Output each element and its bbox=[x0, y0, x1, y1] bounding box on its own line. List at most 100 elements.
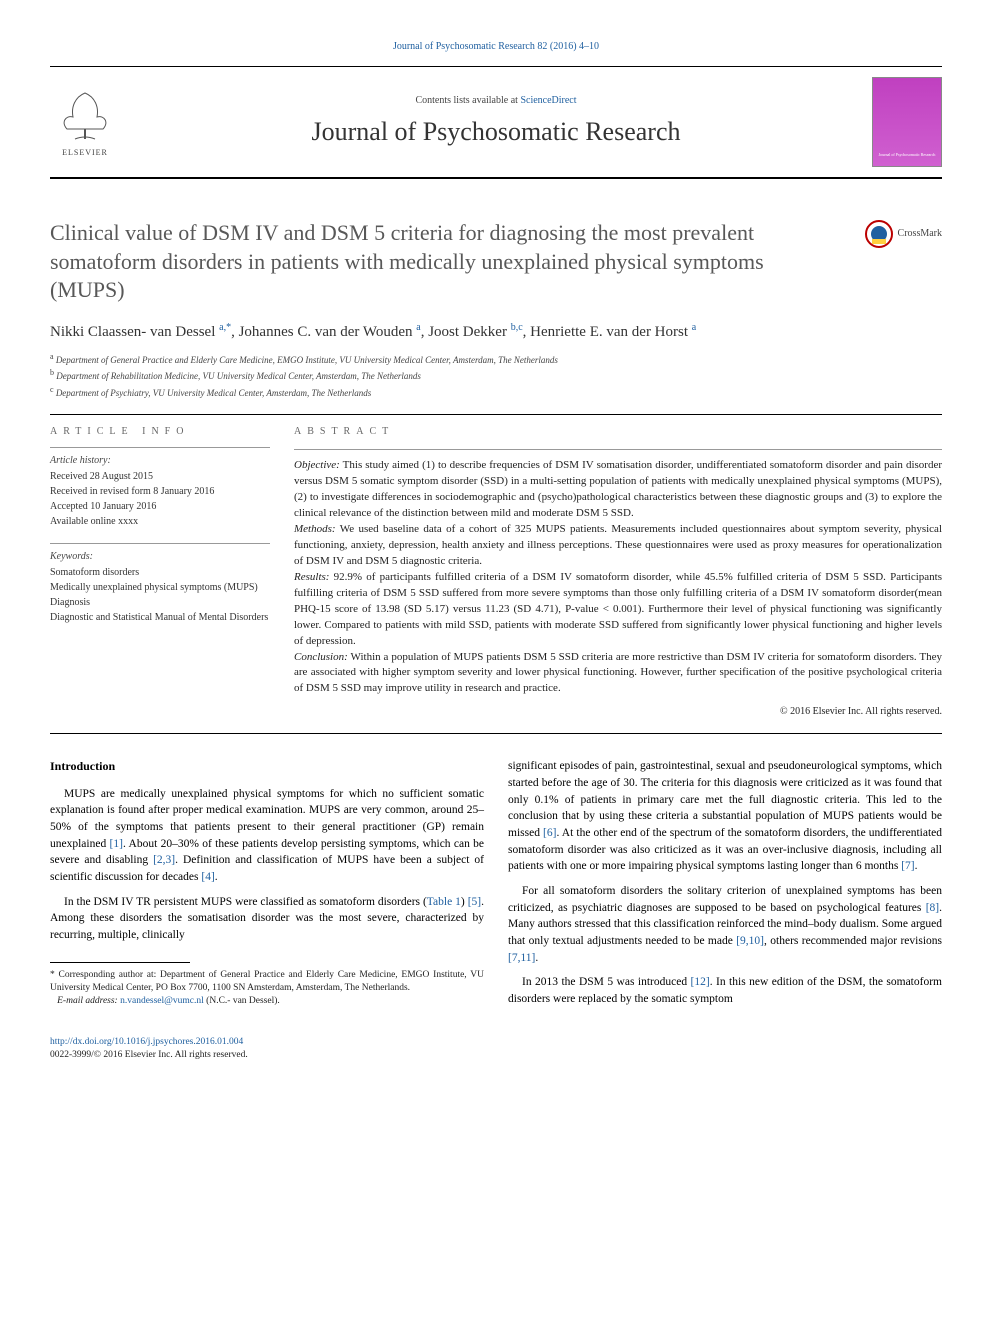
issn-line: 0022-3999/© 2016 Elsevier Inc. All right… bbox=[50, 1050, 248, 1060]
author: Johannes C. van der Wouden a bbox=[239, 324, 421, 340]
abstract-label: Conclusion: bbox=[294, 651, 348, 663]
history-line: Received 28 August 2015 bbox=[50, 470, 270, 484]
body-text: In the DSM IV TR persistent MUPS were cl… bbox=[64, 896, 427, 908]
affil-mark: c bbox=[50, 385, 54, 394]
contents-line: Contents lists available at ScienceDirec… bbox=[120, 94, 872, 108]
abstract-methods: Methods: We used baseline data of a coho… bbox=[294, 522, 942, 570]
history-line: Accepted 10 January 2016 bbox=[50, 500, 270, 514]
abstract-text: 92.9% of participants fulfilled criteria… bbox=[294, 571, 942, 647]
author-name: Johannes C. van der Wouden bbox=[239, 324, 413, 340]
affil-text: Department of Psychiatry, VU University … bbox=[56, 388, 371, 398]
abstract-text: We used baseline data of a cohort of 325… bbox=[294, 523, 942, 567]
info-abstract-row: ARTICLE INFO Article history: Received 2… bbox=[50, 425, 942, 719]
authors: Nikki Claassen- van Dessel a,*, Johannes… bbox=[50, 321, 942, 343]
article-title: Clinical value of DSM IV and DSM 5 crite… bbox=[50, 219, 864, 305]
author-affil-mark[interactable]: a bbox=[692, 322, 696, 333]
body-paragraph: MUPS are medically unexplained physical … bbox=[50, 786, 484, 886]
email-who: (N.C.- van Dessel). bbox=[206, 996, 280, 1006]
citation-link[interactable]: [5] bbox=[468, 896, 481, 908]
sciencedirect-link[interactable]: ScienceDirect bbox=[520, 95, 576, 106]
body-text: , others recommended major revisions bbox=[764, 935, 942, 947]
corr-mark: * bbox=[50, 970, 55, 980]
author-name: Nikki Claassen- van Dessel bbox=[50, 324, 215, 340]
abstract-label: Results: bbox=[294, 571, 329, 583]
abstract-conclusion: Conclusion: Within a population of MUPS … bbox=[294, 650, 942, 698]
crossmark-label: CrossMark bbox=[898, 227, 942, 241]
body-text: ) bbox=[461, 896, 468, 908]
elsevier-tree-icon bbox=[55, 85, 115, 145]
affiliation: b Department of Rehabilitation Medicine,… bbox=[50, 367, 942, 384]
crossmark-icon bbox=[864, 219, 894, 249]
affil-mark: b bbox=[50, 368, 54, 377]
body-right-col: significant episodes of pain, gastrointe… bbox=[508, 758, 942, 1015]
abstract-text: This study aimed (1) to describe frequen… bbox=[294, 459, 942, 519]
affil-text: Department of General Practice and Elder… bbox=[56, 355, 558, 365]
email-label: E-mail address: bbox=[57, 996, 118, 1006]
article-history: Article history: Received 28 August 2015… bbox=[50, 447, 270, 529]
body-text: In 2013 the DSM 5 was introduced bbox=[522, 976, 691, 988]
running-header: Journal of Psychosomatic Research 82 (20… bbox=[50, 40, 942, 54]
body-text: . bbox=[535, 952, 538, 964]
corr-text: Corresponding author at: Department of G… bbox=[50, 970, 484, 993]
abstract-heading: ABSTRACT bbox=[294, 425, 942, 439]
journal-name: Journal of Psychosomatic Research bbox=[120, 114, 872, 150]
citation-link[interactable]: [12] bbox=[691, 976, 710, 988]
footnote-divider bbox=[50, 962, 190, 963]
citation-link[interactable]: [7,11] bbox=[508, 952, 535, 964]
publisher-logo: ELSEVIER bbox=[50, 82, 120, 162]
table-link[interactable]: Table 1 bbox=[427, 896, 461, 908]
abstract-text: Within a population of MUPS patients DSM… bbox=[294, 651, 942, 695]
author-name: Joost Dekker bbox=[428, 324, 507, 340]
abstract-body: Objective: This study aimed (1) to descr… bbox=[294, 458, 942, 697]
citation-link[interactable]: [7] bbox=[901, 860, 914, 872]
citation-link[interactable]: [9,10] bbox=[736, 935, 764, 947]
intro-heading: Introduction bbox=[50, 758, 484, 775]
abstract-label: Objective: bbox=[294, 459, 340, 471]
email-link[interactable]: n.vandessel@vumc.nl bbox=[120, 996, 204, 1006]
history-line: Available online xxxx bbox=[50, 515, 270, 529]
abstract-objective: Objective: This study aimed (1) to descr… bbox=[294, 458, 942, 522]
author: Nikki Claassen- van Dessel a,* bbox=[50, 324, 231, 340]
abstract-col: ABSTRACT Objective: This study aimed (1)… bbox=[294, 425, 942, 719]
author: Henriette E. van der Horst a bbox=[530, 324, 696, 340]
author-affil-mark[interactable]: a bbox=[416, 322, 420, 333]
citation-link[interactable]: [6] bbox=[543, 827, 556, 839]
citation-link[interactable]: [2,3] bbox=[153, 854, 175, 866]
author-affil-mark[interactable]: b,c bbox=[511, 322, 523, 333]
article-info-heading: ARTICLE INFO bbox=[50, 425, 270, 439]
keyword: Somatoform disorders bbox=[50, 566, 270, 580]
body-paragraph: In the DSM IV TR persistent MUPS were cl… bbox=[50, 894, 484, 944]
abstract-label: Methods: bbox=[294, 523, 336, 535]
divider bbox=[50, 733, 942, 734]
citation-link[interactable]: [8] bbox=[926, 902, 939, 914]
abstract-copyright: © 2016 Elsevier Inc. All rights reserved… bbox=[294, 705, 942, 719]
body-paragraph: significant episodes of pain, gastrointe… bbox=[508, 758, 942, 875]
article-info-col: ARTICLE INFO Article history: Received 2… bbox=[50, 425, 270, 719]
body-paragraph: In 2013 the DSM 5 was introduced [12]. I… bbox=[508, 974, 942, 1007]
keyword: Medically unexplained physical symptoms … bbox=[50, 581, 270, 595]
body-text: For all somatoform disorders the solitar… bbox=[508, 885, 942, 914]
keyword: Diagnostic and Statistical Manual of Men… bbox=[50, 611, 270, 625]
citation-link[interactable]: [1] bbox=[110, 838, 123, 850]
keywords-label: Keywords: bbox=[50, 550, 270, 564]
running-header-link[interactable]: Journal of Psychosomatic Research 82 (20… bbox=[393, 41, 599, 52]
page-footer: http://dx.doi.org/10.1016/j.jpsychores.2… bbox=[50, 1036, 942, 1063]
body-text: . bbox=[915, 860, 918, 872]
crossmark-badge[interactable]: CrossMark bbox=[864, 219, 942, 249]
author-affil-mark[interactable]: a,* bbox=[219, 322, 231, 333]
cover-thumb-text: Journal of Psychosomatic Research bbox=[875, 152, 939, 158]
keywords-block: Keywords: Somatoform disorders Medically… bbox=[50, 543, 270, 625]
journal-cover-thumb: Journal of Psychosomatic Research bbox=[872, 77, 942, 167]
affil-text: Department of Rehabilitation Medicine, V… bbox=[56, 371, 421, 381]
author: Joost Dekker b,c bbox=[428, 324, 522, 340]
citation-link[interactable]: [4] bbox=[201, 871, 214, 883]
divider bbox=[50, 414, 942, 415]
header-center: Contents lists available at ScienceDirec… bbox=[120, 94, 872, 150]
affiliation: a Department of General Practice and Eld… bbox=[50, 351, 942, 368]
divider bbox=[294, 449, 942, 450]
history-label: Article history: bbox=[50, 454, 270, 468]
corresponding-footnote: * Corresponding author at: Department of… bbox=[50, 969, 484, 1009]
abstract-results: Results: 92.9% of participants fulfilled… bbox=[294, 570, 942, 650]
affiliations: a Department of General Practice and Eld… bbox=[50, 351, 942, 401]
doi-link[interactable]: http://dx.doi.org/10.1016/j.jpsychores.2… bbox=[50, 1037, 243, 1047]
